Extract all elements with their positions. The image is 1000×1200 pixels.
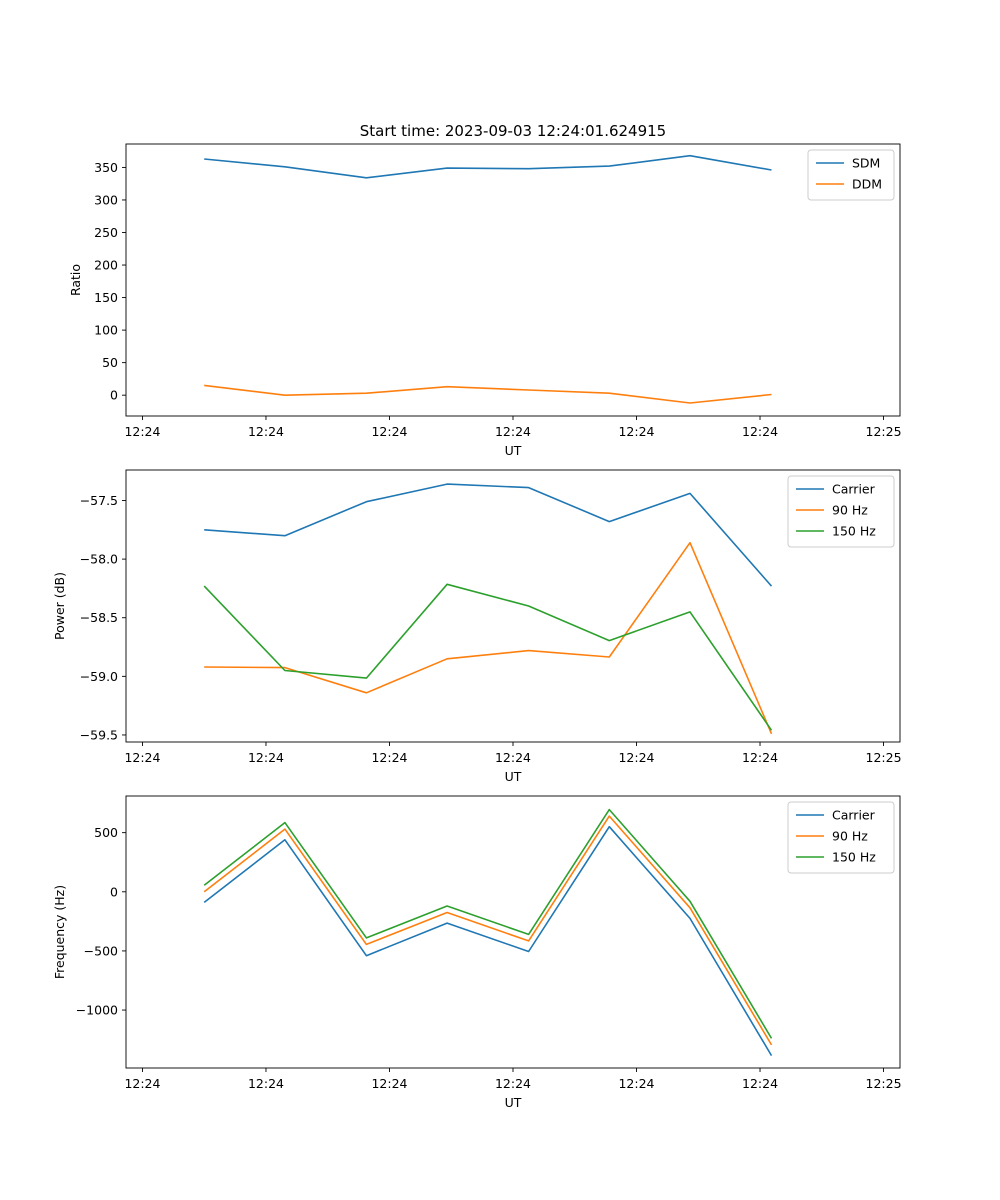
y-tick-label: −57.5 <box>80 493 118 508</box>
series-line-150-hz <box>203 808 773 1039</box>
legend-box <box>807 149 895 201</box>
y-tick-label: 50 <box>102 355 118 370</box>
legend-label: SDM <box>852 156 880 171</box>
x-tick-label: 12:24 <box>371 750 407 765</box>
x-tick-label: 12:24 <box>742 424 778 439</box>
x-tick-label: 12:24 <box>618 750 654 765</box>
x-axis-label: UT <box>505 769 522 784</box>
legend: Carrier 90 Hz 150 Hz <box>787 475 895 548</box>
y-tick-label: 100 <box>94 323 118 338</box>
y-tick-label: 150 <box>94 290 118 305</box>
x-tick-label: 12:24 <box>742 1076 778 1091</box>
series-line-90-hz <box>204 541 773 735</box>
series-line-150-hz <box>203 583 773 731</box>
legend-label: 150 Hz <box>832 524 876 539</box>
y-tick-label: 350 <box>94 160 118 175</box>
y-axis-label: Frequency (Hz) <box>52 885 67 979</box>
legend-label: Carrier <box>832 482 876 497</box>
y-tick-label: −59.0 <box>80 669 118 684</box>
y-tick-label: 0 <box>110 388 118 403</box>
x-tick-label: 12:24 <box>371 1076 407 1091</box>
figure-title: Start time: 2023-09-03 12:24:01.624915 <box>360 122 666 140</box>
x-tick-label: 12:24 <box>495 750 531 765</box>
y-axis-label: Ratio <box>68 264 83 296</box>
y-tick-label: 300 <box>94 192 118 207</box>
y-tick-label: −58.0 <box>80 552 118 567</box>
x-axis-label: UT <box>505 1095 522 1110</box>
series-line-90-hz <box>203 815 773 1046</box>
y-tick-label: 500 <box>94 825 118 840</box>
chart-panel-3: −1000 −500 0 500 12:24 12:24 12:24 12:24 12:24 12… <box>52 795 902 1110</box>
legend: SDM DDM <box>807 149 895 201</box>
legend-label: Carrier <box>832 808 876 823</box>
x-tick-label: 12:24 <box>495 1076 531 1091</box>
legend-label: 90 Hz <box>832 503 868 518</box>
series-line-ddm <box>204 384 772 404</box>
x-tick-label: 12:25 <box>866 424 902 439</box>
x-axis-label: UT <box>505 443 522 458</box>
x-tick-label: 12:24 <box>495 424 531 439</box>
plot-frame <box>125 143 901 417</box>
y-tick-label: −1000 <box>76 1003 118 1018</box>
x-tick-label: 12:24 <box>742 750 778 765</box>
plot-frame <box>125 795 901 1069</box>
legend-label: 150 Hz <box>832 850 876 865</box>
chart-panel-1: 0 50 100 150 200 250 300 350 12:24 12:24 12:24 12:2… <box>68 143 902 458</box>
x-tick-label: 12:24 <box>618 424 654 439</box>
y-tick-label: 200 <box>94 258 118 273</box>
x-tick-label: 12:25 <box>866 750 902 765</box>
series-line-sdm <box>204 154 772 179</box>
legend-box <box>787 801 895 874</box>
series-line-carrier <box>204 483 773 587</box>
legend-box <box>787 475 895 548</box>
y-tick-label: 0 <box>110 884 118 899</box>
series-line-carrier <box>203 825 773 1057</box>
x-tick-label: 12:24 <box>124 1076 160 1091</box>
legend-label: DDM <box>852 177 882 192</box>
legend-label: 90 Hz <box>832 829 868 844</box>
x-tick-label: 12:24 <box>371 424 407 439</box>
x-tick-label: 12:24 <box>248 424 284 439</box>
y-tick-label: 250 <box>94 225 118 240</box>
y-tick-label: −58.5 <box>80 610 118 625</box>
x-tick-label: 12:24 <box>618 1076 654 1091</box>
chart-panel-2: −59.5 −59.0 −58.5 −58.0 −57.5 12:24 12:24 12:24… <box>52 469 902 784</box>
y-axis-label: Power (dB) <box>52 572 67 640</box>
x-tick-label: 12:24 <box>248 1076 284 1091</box>
y-tick-label: −500 <box>84 943 118 958</box>
y-tick-label: −59.5 <box>80 727 118 742</box>
x-tick-label: 12:24 <box>124 750 160 765</box>
x-tick-label: 12:24 <box>124 424 160 439</box>
x-tick-label: 12:24 <box>248 750 284 765</box>
plot-frame <box>125 469 901 743</box>
x-tick-label: 12:25 <box>866 1076 902 1091</box>
legend: Carrier 90 Hz 150 Hz <box>787 801 895 874</box>
